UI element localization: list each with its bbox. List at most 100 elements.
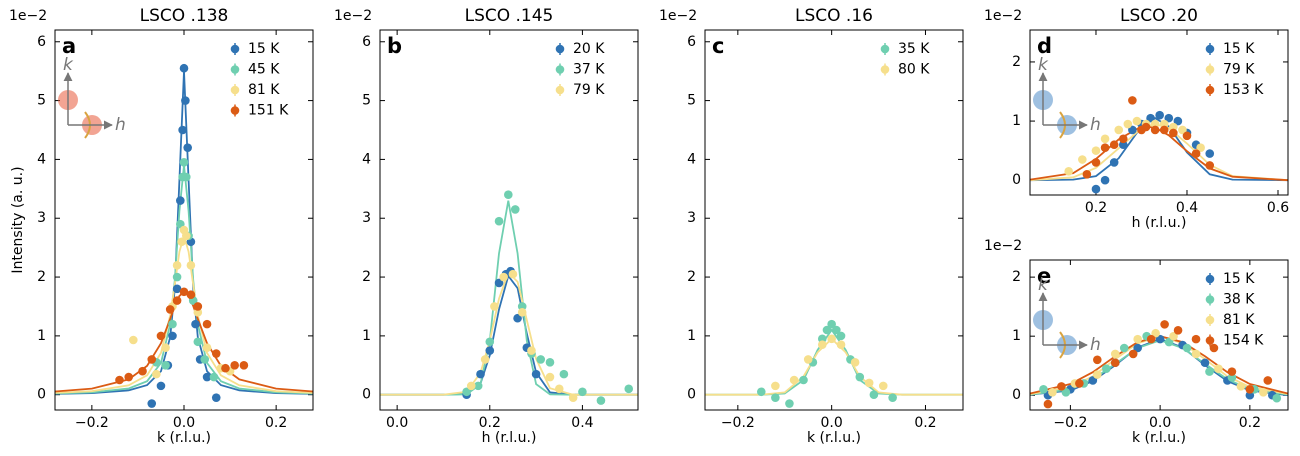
scale-label: 1e−2 xyxy=(334,8,372,24)
fit-line xyxy=(380,270,638,396)
y-tick-label: 4 xyxy=(687,151,696,167)
data-point xyxy=(1150,125,1160,135)
data-point xyxy=(1245,385,1255,394)
data-point xyxy=(1101,364,1111,373)
data-point xyxy=(1141,122,1151,132)
data-point xyxy=(771,381,780,391)
data-point xyxy=(1259,387,1268,397)
data-point xyxy=(1118,140,1128,150)
data-point xyxy=(1196,143,1205,152)
data-point xyxy=(129,335,138,345)
legend-label: 80 K xyxy=(898,62,930,78)
data-point xyxy=(1133,334,1142,344)
legend-marker xyxy=(1205,274,1215,284)
data-point xyxy=(827,334,836,344)
y-tick-label: 1 xyxy=(687,328,696,344)
data-point xyxy=(1075,379,1084,388)
y-tick-label: 0 xyxy=(1012,387,1021,403)
legend-marker xyxy=(555,44,565,54)
data-point xyxy=(168,319,177,329)
plot-area xyxy=(705,319,963,408)
data-point xyxy=(559,369,569,379)
data-point xyxy=(485,346,495,355)
data-point xyxy=(186,260,196,270)
data-point xyxy=(1200,358,1210,368)
data-point xyxy=(1088,376,1098,385)
y-tick-label: 3 xyxy=(362,210,371,226)
data-point xyxy=(1100,143,1110,152)
data-point xyxy=(115,375,124,385)
data-point xyxy=(596,396,606,405)
data-point xyxy=(827,319,836,329)
x-tick-label: 0.0 xyxy=(386,415,408,431)
data-point xyxy=(1093,370,1102,379)
data-point xyxy=(1093,355,1102,365)
data-point xyxy=(1227,373,1237,382)
data-point xyxy=(172,296,182,305)
data-point xyxy=(1159,119,1169,129)
legend-label: 15 K xyxy=(1223,41,1255,57)
data-point xyxy=(1245,390,1255,400)
data-point xyxy=(202,372,212,382)
legend-label: 79 K xyxy=(1223,62,1255,78)
data-point xyxy=(1082,170,1092,179)
x-tick-label: 0.0 xyxy=(821,415,843,431)
axes-frame xyxy=(1029,259,1289,411)
data-point xyxy=(1146,113,1155,123)
data-point xyxy=(1191,334,1201,344)
data-point xyxy=(888,393,897,402)
data-point xyxy=(462,387,471,397)
panel-label: c xyxy=(712,34,724,58)
axes-frame xyxy=(379,29,639,411)
data-point xyxy=(531,369,541,379)
data-point xyxy=(817,340,827,350)
legend-marker xyxy=(1205,65,1215,74)
x-tick-label: 0.4 xyxy=(571,415,593,431)
data-point xyxy=(1133,343,1142,353)
data-point xyxy=(165,305,175,314)
y-tick-label: 2 xyxy=(1012,269,1021,285)
data-point xyxy=(822,325,832,335)
data-point xyxy=(1182,343,1192,353)
data-point xyxy=(832,325,841,335)
y-tick-label: 5 xyxy=(687,93,696,109)
data-point xyxy=(1091,184,1101,194)
legend-label: 37 K xyxy=(573,62,605,78)
scale-label: 1e−2 xyxy=(984,8,1022,24)
data-point xyxy=(202,343,212,352)
legend-marker xyxy=(230,85,240,95)
legend-label: 20 K xyxy=(573,41,605,57)
chart-title: LSCO .20 xyxy=(1120,6,1198,26)
data-point xyxy=(1128,96,1137,105)
scale-label: 1e−2 xyxy=(659,8,697,24)
legend-marker xyxy=(1205,315,1215,325)
data-point xyxy=(1164,113,1174,123)
data-point xyxy=(1205,161,1215,170)
data-point xyxy=(508,269,518,279)
data-point xyxy=(1091,158,1101,167)
data-point xyxy=(554,384,564,394)
x-axis-label: k (r.l.u.) xyxy=(1132,430,1186,446)
data-point xyxy=(124,372,134,382)
data-point xyxy=(545,358,555,367)
data-point xyxy=(193,302,203,311)
data-point xyxy=(517,302,527,311)
legend-marker xyxy=(1205,85,1215,95)
data-point xyxy=(1146,334,1156,344)
legend-label: 81 K xyxy=(1223,312,1255,328)
data-point xyxy=(1169,122,1178,132)
data-point xyxy=(168,331,177,341)
legend-label: 15 K xyxy=(248,41,280,57)
data-point xyxy=(1109,140,1119,150)
panel-label: e xyxy=(1037,264,1051,288)
x-axis-label: h (r.l.u.) xyxy=(1132,215,1187,231)
data-point xyxy=(864,378,874,388)
fit-line xyxy=(55,232,313,394)
data-point xyxy=(172,260,182,270)
fit-line xyxy=(55,290,313,393)
chart-title: LSCO .145 xyxy=(465,6,554,26)
data-point xyxy=(1039,385,1048,394)
legend-label: 151 K xyxy=(248,103,289,119)
data-point xyxy=(1064,167,1073,176)
